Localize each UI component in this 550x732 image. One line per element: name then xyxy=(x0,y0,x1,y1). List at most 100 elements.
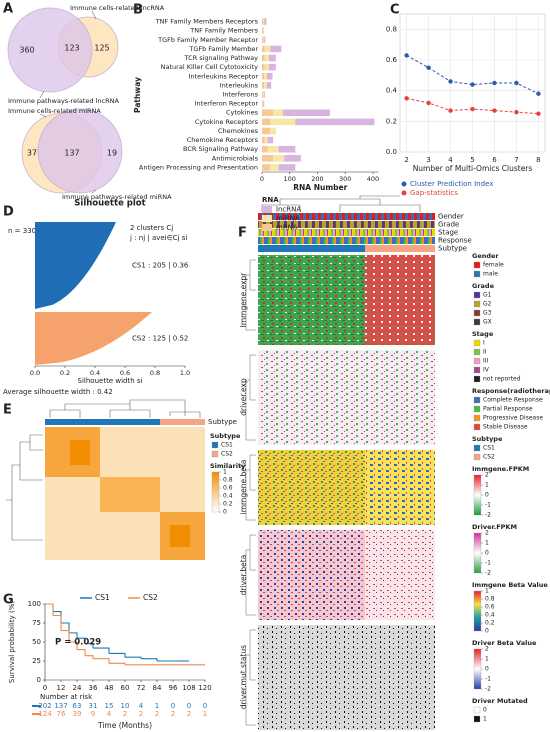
colorbar-label: 1 xyxy=(485,656,489,663)
at-risk-count: 4 xyxy=(107,710,112,718)
colorbar-label: 0.2 xyxy=(485,620,495,627)
legend-swatch xyxy=(473,357,481,365)
x-tick-label: 2 xyxy=(404,156,408,164)
y-tick-label: TNF Family Members Receptors xyxy=(155,18,259,26)
series-point xyxy=(404,96,409,101)
legend-label: CS2 xyxy=(143,593,158,602)
legend-label: IV xyxy=(483,367,490,374)
cluster-label: CS2 : 125 | 0.52 xyxy=(132,334,188,342)
heatmap xyxy=(258,255,365,345)
block-label: Immgene.expr xyxy=(239,272,248,328)
survival-step xyxy=(125,656,142,659)
colorbar-label: 0 xyxy=(223,509,227,516)
y-tick-label: Chemokines xyxy=(218,127,259,135)
legend-label: G1 xyxy=(483,292,492,299)
legend-swatch xyxy=(262,224,272,231)
y-tick-label: Natural Killer Cell Cytotoxicity xyxy=(161,63,258,71)
bar-segment xyxy=(266,72,273,80)
legend-label: Stable Disease xyxy=(483,424,528,431)
at-risk-count: 2 xyxy=(187,710,191,718)
bar-segment xyxy=(270,45,282,53)
annotation: P = 0.029 xyxy=(55,638,101,648)
bar-segment xyxy=(262,145,268,153)
y-tick-label: Interleukins xyxy=(220,81,259,89)
venn-count: 37 xyxy=(27,149,37,158)
heatmap-block xyxy=(70,440,90,465)
n-label: n = 330 xyxy=(8,227,36,235)
y-tick-label: 0.4 xyxy=(386,87,398,95)
legend-title: Subtype xyxy=(472,435,503,443)
at-risk-count: 9 xyxy=(91,710,95,718)
colorbar xyxy=(473,532,482,574)
header: 2 clusters Cj xyxy=(130,224,173,232)
legend-marker xyxy=(401,190,407,196)
legend-title: Immgene Beta Value xyxy=(472,581,548,589)
y-tick-label: Chemokine Receptors xyxy=(187,136,259,144)
legend-title: Subtype xyxy=(210,432,241,440)
legend-title: Immgene.FPKM xyxy=(472,465,529,473)
legend-swatch xyxy=(473,318,481,326)
panel-label: D xyxy=(3,205,14,220)
y-tick-label: 50 xyxy=(32,638,41,646)
y-tick-label: 75 xyxy=(32,619,41,627)
colorbar-label: -1 xyxy=(485,560,491,567)
bar-segment xyxy=(263,27,264,34)
colorbar-label: 0.8 xyxy=(485,596,495,603)
x-tick-label: 1.0 xyxy=(180,369,190,377)
at-risk-count: 4 xyxy=(139,702,144,710)
legend-swatch xyxy=(473,423,481,431)
legend-label: Complete Response xyxy=(483,397,543,404)
bar-segment xyxy=(268,54,276,62)
y-tick-label: Cytokine Receptors xyxy=(195,118,259,126)
heatmap xyxy=(258,625,435,730)
annotation-label: Response xyxy=(438,237,472,245)
x-tick-label: 0.0 xyxy=(30,369,40,377)
legend-label: mRNA xyxy=(276,224,298,232)
bar-segment xyxy=(264,36,266,44)
legend-label: not reported xyxy=(483,376,521,383)
bar-segment xyxy=(262,72,265,80)
bar-segment xyxy=(273,109,283,117)
x-axis-label: RNA Number xyxy=(293,183,347,192)
bar-segment xyxy=(278,145,296,153)
x-tick-label: 400 xyxy=(367,175,379,183)
colorbar-label: 0 xyxy=(485,492,489,499)
survival-step xyxy=(93,658,110,664)
at-risk-count: 1 xyxy=(155,702,159,710)
legend-swatch xyxy=(473,366,481,374)
heatmap-block xyxy=(100,477,160,512)
series-point xyxy=(448,79,453,84)
y-tick-label: Antigen Processing and Presentation xyxy=(139,163,258,171)
venn-count: 19 xyxy=(107,149,117,158)
series-point xyxy=(426,100,431,106)
bar-segment xyxy=(262,109,274,117)
x-tick-label: 0.6 xyxy=(120,369,130,377)
colorbar-label: 0 xyxy=(485,666,489,673)
bar-segment xyxy=(263,100,265,107)
bar-segment xyxy=(273,155,285,162)
bar-segment xyxy=(262,118,271,126)
bar-segment xyxy=(264,136,268,144)
at-risk-count: 2 xyxy=(171,710,175,718)
legend-swatch xyxy=(473,396,481,404)
heatmap xyxy=(258,450,365,525)
colorbar-label: 2 xyxy=(485,646,489,653)
y-tick-label: 100 xyxy=(28,600,41,608)
legend-label: CS2 xyxy=(483,454,495,461)
x-tick-label: 84 xyxy=(153,684,162,692)
legend-label: male xyxy=(483,271,498,278)
footer: Average silhouette width : 0.42 xyxy=(3,388,113,396)
legend-marker xyxy=(401,181,407,187)
series-point xyxy=(514,80,519,86)
at-risk-count: 10 xyxy=(121,702,130,710)
at-risk-count: 0 xyxy=(203,702,207,710)
x-tick-label: 0.8 xyxy=(150,369,160,377)
colorbar-label: 1 xyxy=(223,469,227,476)
bar-segment xyxy=(262,100,263,107)
y-tick-label: Interferons xyxy=(222,91,258,99)
bar-segment xyxy=(264,72,267,80)
survival-step xyxy=(109,652,126,658)
bar-segment xyxy=(263,91,264,98)
heatmap xyxy=(365,450,435,525)
